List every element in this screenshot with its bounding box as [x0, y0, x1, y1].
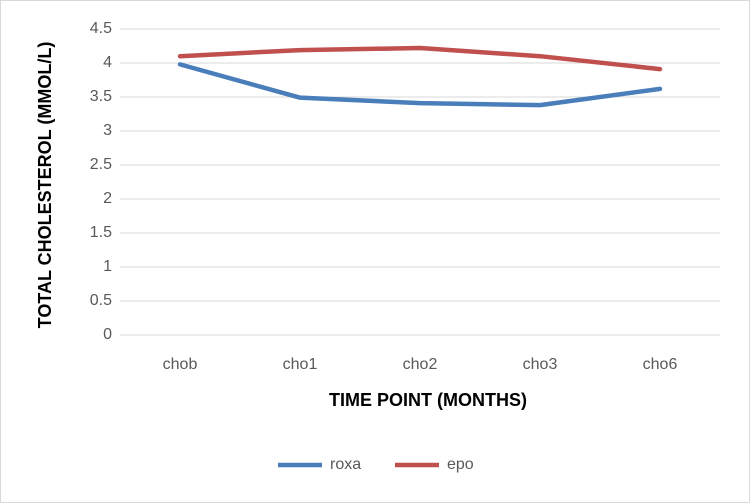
y-tick-label: 0.5 — [90, 292, 112, 309]
x-tick-label: cho2 — [403, 356, 438, 373]
series-line — [177, 62, 663, 108]
y-tick-label: 0 — [103, 326, 112, 343]
x-tick-label: chob — [163, 356, 198, 373]
x-tick-label: cho6 — [643, 356, 678, 373]
legend-label: epo — [447, 456, 474, 473]
x-axis-title: TIME POINT (MONTHS) — [329, 390, 527, 410]
legend-label: roxa — [330, 456, 361, 473]
y-tick-label: 2.5 — [90, 156, 112, 173]
y-tick-label: 3 — [103, 122, 112, 139]
y-tick-label: 1.5 — [90, 224, 112, 241]
y-tick-label: 3.5 — [90, 88, 112, 105]
y-tick-label: 4 — [103, 54, 112, 71]
y-tick-label: 2 — [103, 190, 112, 207]
y-tick-label: 1 — [103, 258, 112, 275]
y-tick-label: 4.5 — [90, 20, 112, 37]
x-tick-label: cho1 — [283, 356, 318, 373]
series-line — [177, 45, 663, 72]
x-tick-label: cho3 — [523, 356, 558, 373]
y-axis-title: TOTAL CHOLESTEROL (MMOL/L) — [35, 42, 55, 329]
